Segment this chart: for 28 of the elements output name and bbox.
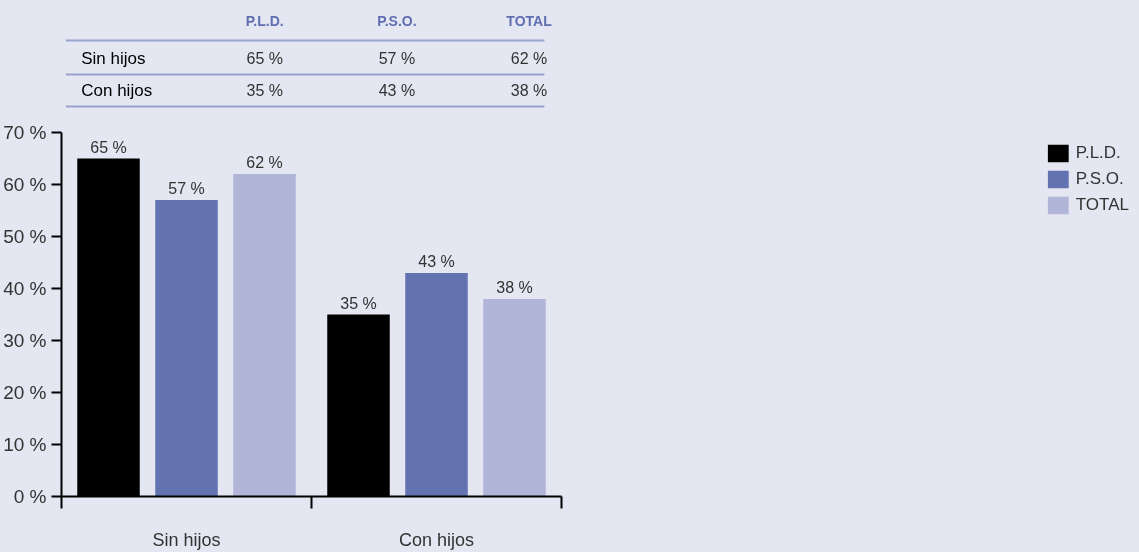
text: 38 % [510, 82, 548, 99]
y-tick-label: 30 % [3, 330, 47, 351]
text: P.L.D. [245, 12, 284, 29]
data-label: 57 % [168, 180, 205, 198]
y-tick-label: 40 % [3, 278, 47, 299]
y-tick-label: 50 % [3, 226, 47, 247]
category-label: Con hijos [81, 81, 153, 100]
y-tick-label: 70 % [3, 122, 47, 143]
y-tick-label: 20 % [3, 382, 47, 403]
y-tick-label: 60 % [3, 174, 47, 195]
y-tick-label: 0 % [13, 486, 47, 507]
text: P.S.O. [377, 12, 417, 29]
data-label: 38 % [496, 278, 533, 296]
legend-label: P.S.O. [1075, 169, 1124, 189]
category-label: Sin hijos [81, 49, 146, 68]
data-label: 35 % [340, 294, 377, 312]
legend-label: TOTAL [1075, 195, 1129, 215]
data-label: 65 % [90, 138, 127, 156]
text: 62 % [510, 50, 548, 67]
text: 65 % [246, 50, 283, 67]
data-label: 43 % [418, 252, 455, 270]
data-label: 62 % [246, 154, 283, 172]
text: 43 % [378, 82, 416, 99]
legend-label: P.L.D. [1075, 143, 1121, 163]
text: TOTAL [506, 12, 552, 29]
text: 57 % [378, 50, 416, 67]
y-tick-label: 10 % [3, 434, 47, 455]
text: 35 % [246, 82, 283, 99]
